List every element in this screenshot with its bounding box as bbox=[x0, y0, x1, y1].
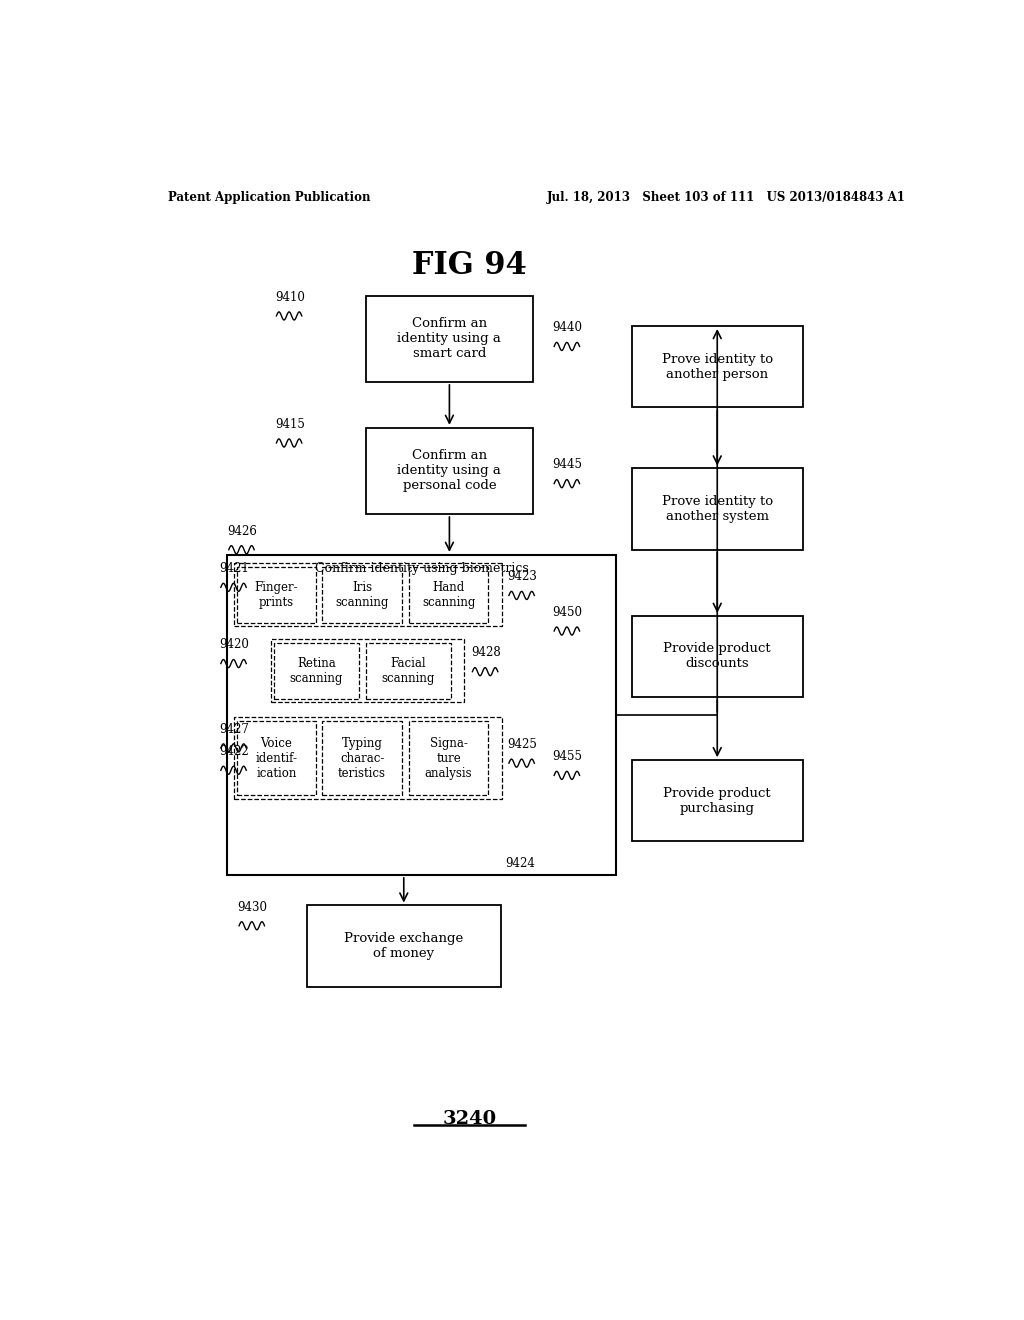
Text: 9440: 9440 bbox=[553, 321, 583, 334]
Text: 9410: 9410 bbox=[274, 290, 305, 304]
Text: 9428: 9428 bbox=[471, 647, 501, 660]
FancyBboxPatch shape bbox=[237, 722, 316, 795]
FancyBboxPatch shape bbox=[233, 718, 502, 799]
Text: 9424: 9424 bbox=[505, 857, 535, 870]
FancyBboxPatch shape bbox=[233, 562, 502, 626]
FancyBboxPatch shape bbox=[632, 760, 803, 841]
Text: Hand
scanning: Hand scanning bbox=[422, 581, 475, 609]
Text: Typing
charac-
teristics: Typing charac- teristics bbox=[338, 737, 386, 780]
Text: Provide product
purchasing: Provide product purchasing bbox=[664, 787, 771, 814]
Text: Voice
identif-
ication: Voice identif- ication bbox=[255, 737, 297, 780]
FancyBboxPatch shape bbox=[306, 906, 501, 987]
Text: 9422: 9422 bbox=[219, 744, 249, 758]
Text: Facial
scanning: Facial scanning bbox=[382, 657, 435, 685]
Text: 9420: 9420 bbox=[219, 639, 249, 651]
Text: Signa-
ture
analysis: Signa- ture analysis bbox=[425, 737, 472, 780]
Text: Provide exchange
of money: Provide exchange of money bbox=[344, 932, 464, 960]
Text: 9425: 9425 bbox=[507, 738, 538, 751]
Text: 9421: 9421 bbox=[219, 562, 249, 576]
Text: Retina
scanning: Retina scanning bbox=[290, 657, 343, 685]
Text: 9450: 9450 bbox=[553, 606, 583, 619]
FancyBboxPatch shape bbox=[409, 722, 488, 795]
Text: Prove identity to
another person: Prove identity to another person bbox=[662, 352, 773, 380]
Text: FIG 94: FIG 94 bbox=[412, 249, 526, 281]
Text: Confirm identity using biometrics: Confirm identity using biometrics bbox=[314, 562, 528, 576]
FancyBboxPatch shape bbox=[270, 639, 465, 702]
Text: Jul. 18, 2013   Sheet 103 of 111   US 2013/0184843 A1: Jul. 18, 2013 Sheet 103 of 111 US 2013/0… bbox=[547, 191, 905, 203]
Text: 9445: 9445 bbox=[553, 458, 583, 471]
Text: 9426: 9426 bbox=[227, 524, 257, 537]
FancyBboxPatch shape bbox=[632, 326, 803, 408]
Text: 9430: 9430 bbox=[238, 900, 267, 913]
Text: Iris
scanning: Iris scanning bbox=[336, 581, 389, 609]
Text: Confirm an
identity using a
personal code: Confirm an identity using a personal cod… bbox=[397, 449, 502, 492]
Text: 3240: 3240 bbox=[442, 1110, 497, 1127]
FancyBboxPatch shape bbox=[632, 469, 803, 549]
FancyBboxPatch shape bbox=[274, 643, 359, 700]
FancyBboxPatch shape bbox=[367, 296, 532, 381]
Text: Prove identity to
another system: Prove identity to another system bbox=[662, 495, 773, 523]
FancyBboxPatch shape bbox=[367, 643, 451, 700]
Text: 9427: 9427 bbox=[219, 723, 249, 735]
Text: Confirm an
identity using a
smart card: Confirm an identity using a smart card bbox=[397, 317, 502, 360]
FancyBboxPatch shape bbox=[323, 568, 401, 623]
FancyBboxPatch shape bbox=[237, 568, 316, 623]
FancyBboxPatch shape bbox=[367, 428, 532, 515]
FancyBboxPatch shape bbox=[227, 554, 616, 875]
Text: Provide product
discounts: Provide product discounts bbox=[664, 643, 771, 671]
FancyBboxPatch shape bbox=[632, 616, 803, 697]
FancyBboxPatch shape bbox=[409, 568, 488, 623]
FancyBboxPatch shape bbox=[323, 722, 401, 795]
Text: 9423: 9423 bbox=[507, 570, 538, 583]
Text: 9415: 9415 bbox=[274, 418, 305, 430]
Text: Finger-
prints: Finger- prints bbox=[255, 581, 298, 609]
Text: 9455: 9455 bbox=[553, 750, 583, 763]
Text: Patent Application Publication: Patent Application Publication bbox=[168, 191, 371, 203]
